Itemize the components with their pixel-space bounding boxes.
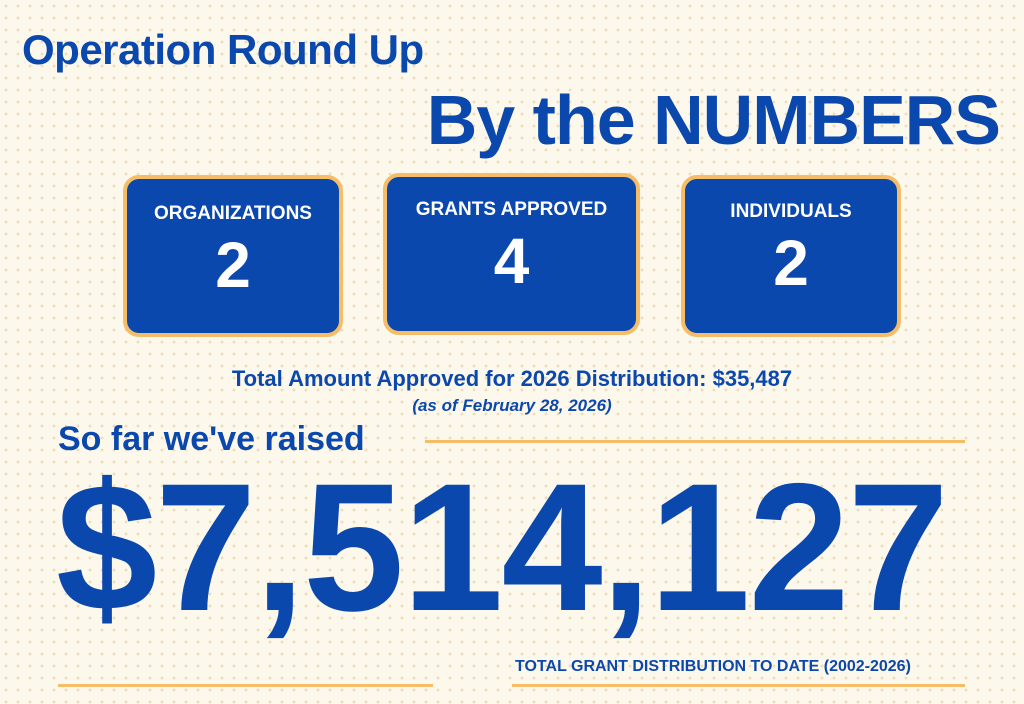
as-of-date: (as of February 28, 2026)	[412, 396, 612, 415]
subtitle: By the NUMBERS	[426, 81, 1001, 159]
stat-card: GRANTS APPROVED 4	[383, 173, 640, 335]
stat-value: 2	[215, 229, 251, 301]
divider	[58, 684, 433, 687]
stat-label: INDIVIDUALS	[730, 201, 852, 222]
caption: TOTAL GRANT DISTRIBUTION TO DATE (2002-2…	[515, 658, 911, 675]
stat-card: INDIVIDUALS 2	[681, 175, 901, 337]
stat-label: ORGANIZATIONS	[154, 203, 312, 224]
stat-label: GRANTS APPROVED	[415, 199, 608, 220]
stat-value: 4	[493, 225, 530, 297]
raised-amount: $7,514,127	[56, 445, 949, 649]
divider	[425, 440, 965, 443]
raised-label: So far we've raised	[58, 420, 365, 458]
stat-value: 2	[773, 227, 809, 299]
divider	[512, 684, 965, 687]
stat-card: ORGANIZATIONS 2	[123, 175, 343, 337]
total-approved: Total Amount Approved for 2026 Distribut…	[231, 366, 793, 391]
title: Operation Round Up	[22, 26, 424, 73]
